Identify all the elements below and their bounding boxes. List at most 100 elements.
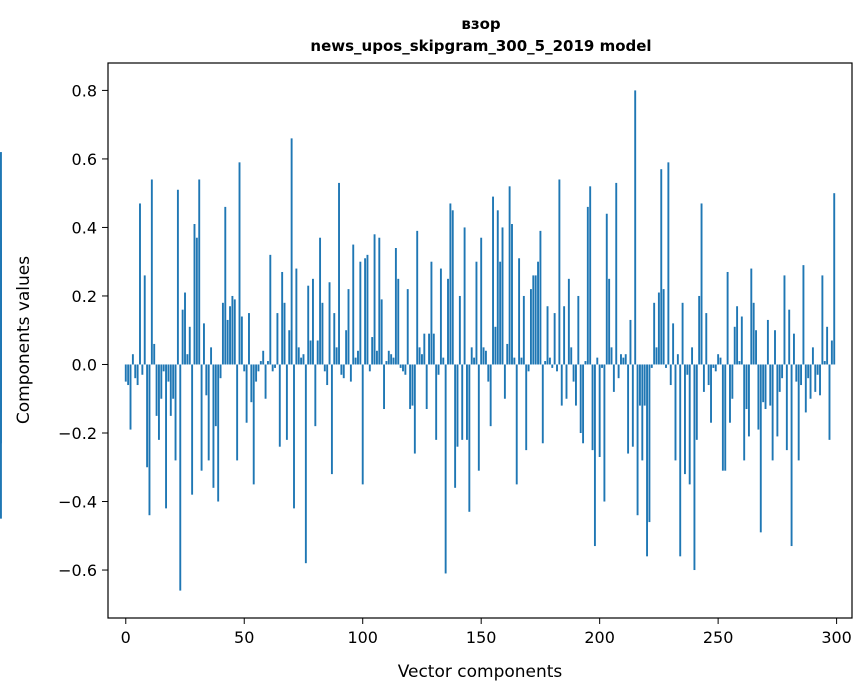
bar [830,340,833,365]
bar [439,268,442,365]
bar [551,364,554,368]
bar [731,364,734,399]
bar [809,364,812,399]
bar [153,343,156,365]
bar [0,364,2,444]
bar [364,258,367,365]
x-tick-label: 0 [121,628,131,647]
bar [380,299,383,365]
bar [529,289,532,365]
bar [155,364,158,416]
bar [565,364,568,399]
y-axis-ticks: −0.6 −0.4 −0.2 0.0 0.2 0.4 0.6 0.8 [58,81,108,580]
bar [335,347,338,365]
bar [392,357,395,365]
bar [385,361,388,365]
bar [615,182,618,365]
y-tick-label: 0.8 [72,81,97,100]
bar [221,302,224,365]
x-axis-label: Vector components [398,662,563,682]
bar [435,364,438,440]
y-tick-label: 0.0 [72,355,97,374]
bar [575,364,577,406]
bar [340,364,343,375]
bar [634,90,637,365]
bar [762,364,765,403]
bar [451,210,454,365]
x-tick-label: 300 [821,628,852,647]
bar [527,364,530,372]
bar [238,162,241,365]
bar [591,364,594,451]
bar [740,316,743,365]
bar [620,354,622,365]
bar [139,203,141,365]
bar [558,179,561,365]
bar [127,364,130,386]
bar [124,364,127,382]
bar [686,364,689,375]
bar [797,364,800,461]
bar [328,282,331,365]
bar [129,364,132,430]
bar [781,364,784,379]
bar [248,313,250,365]
bar [755,330,757,365]
bar [783,275,786,365]
bar [544,361,547,365]
y-tick-label: −0.2 [58,424,97,443]
bar [494,326,497,365]
chart-subtitle: news_upos_skipgram_300_5_2019 model [310,37,651,55]
bar [210,347,213,365]
bar [409,364,412,410]
bar [586,206,589,365]
bar [169,364,172,416]
bar [184,292,186,365]
bar [719,357,722,365]
bar [411,364,414,406]
bar [425,364,428,410]
bar [821,275,824,365]
bar [553,313,556,365]
bar [430,261,433,365]
bar [418,347,421,365]
bar [833,193,836,365]
bar [679,364,682,557]
bar [636,364,639,516]
bar [195,237,198,365]
bar [229,306,231,365]
bar [146,364,149,468]
bar [712,364,715,368]
bar [354,357,357,365]
bar [648,364,651,523]
bar [638,364,641,406]
bar [449,203,452,365]
bar [539,230,542,365]
bar [359,261,362,365]
bar [556,364,558,372]
bar [269,254,272,365]
bar [157,364,160,440]
plot-frame [107,62,853,619]
bar [387,350,390,365]
bar [276,313,279,365]
bar [567,278,570,365]
bar [283,302,286,365]
y-tick-label: −0.4 [58,493,97,512]
bar [352,244,355,365]
bar [710,364,712,423]
bar [596,357,599,365]
bar [503,364,506,399]
bar [724,364,727,471]
bar [312,278,314,365]
bar [511,224,513,365]
chart-title: взор [461,15,501,33]
bar [584,361,587,365]
bar [785,364,788,451]
bar [447,278,449,365]
x-tick-label: 100 [347,628,378,647]
bar [563,306,566,365]
bar [518,258,521,365]
bar [366,254,369,365]
bar [793,333,795,365]
